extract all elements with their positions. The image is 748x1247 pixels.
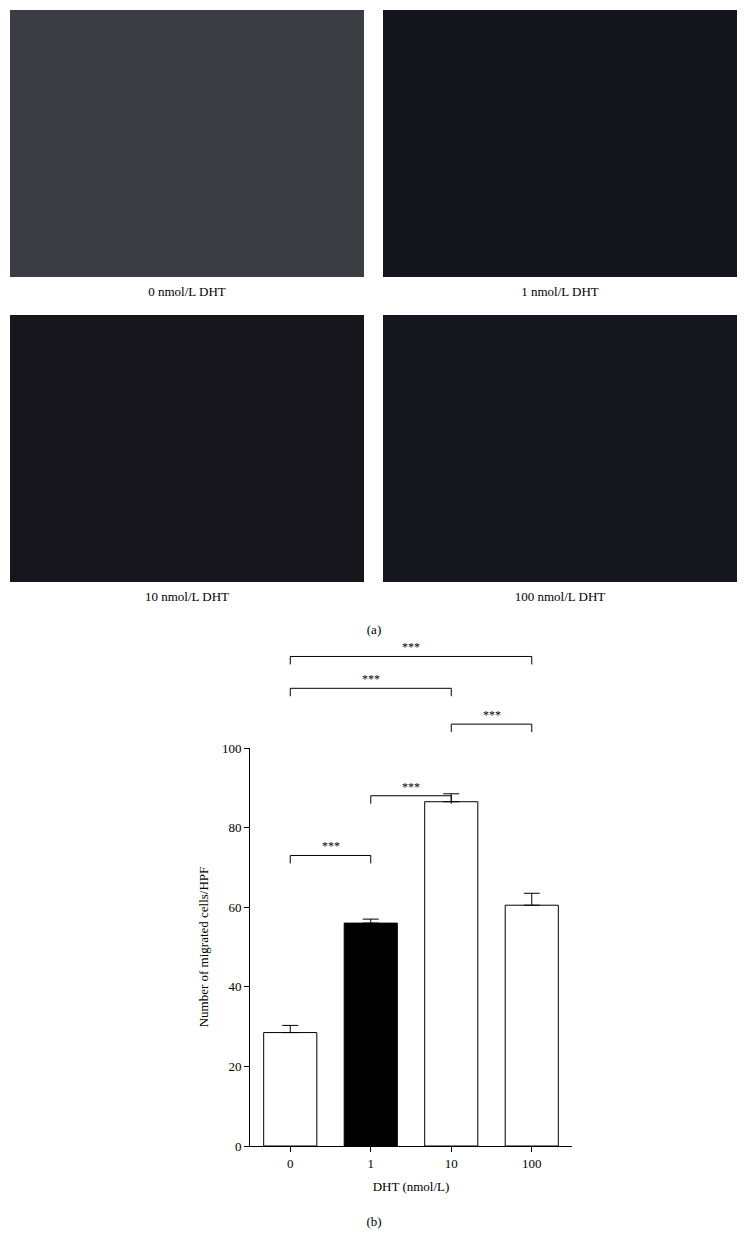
svg-text:***: *** bbox=[402, 640, 420, 654]
svg-text:***: *** bbox=[402, 780, 420, 794]
svg-text:***: *** bbox=[362, 672, 380, 686]
svg-text:40: 40 bbox=[228, 979, 241, 994]
html-text:100 nmol/L DHT: 100 nmol/L DHT bbox=[514, 589, 606, 604]
svg-text:***: *** bbox=[322, 839, 340, 853]
svg-text:80: 80 bbox=[228, 820, 241, 835]
html-text:10 nmol/L DHT: 10 nmol/L DHT bbox=[145, 589, 229, 604]
svg-text:60: 60 bbox=[228, 900, 241, 915]
svg-text:0: 0 bbox=[235, 1139, 242, 1154]
svg-text:1: 1 bbox=[368, 1156, 375, 1171]
html-text:1 nmol/L DHT: 1 nmol/L DHT bbox=[521, 284, 599, 299]
svg-text:100: 100 bbox=[222, 741, 242, 756]
html-text:(a): (a) bbox=[366, 622, 382, 637]
svg-text:***: *** bbox=[483, 708, 501, 722]
html-text:0 nmol/L DHT: 0 nmol/L DHT bbox=[148, 284, 226, 299]
svg-text:20: 20 bbox=[228, 1059, 241, 1074]
svg-text:10: 10 bbox=[445, 1156, 458, 1171]
svg-text:100: 100 bbox=[522, 1156, 542, 1171]
html-text:(b): (b) bbox=[366, 1214, 382, 1229]
svg-text:0: 0 bbox=[287, 1156, 294, 1171]
svg-text:DHT (nmol/L): DHT (nmol/L) bbox=[373, 1179, 450, 1194]
svg-text:Number of migrated cells/HPF: Number of migrated cells/HPF bbox=[196, 867, 211, 1028]
